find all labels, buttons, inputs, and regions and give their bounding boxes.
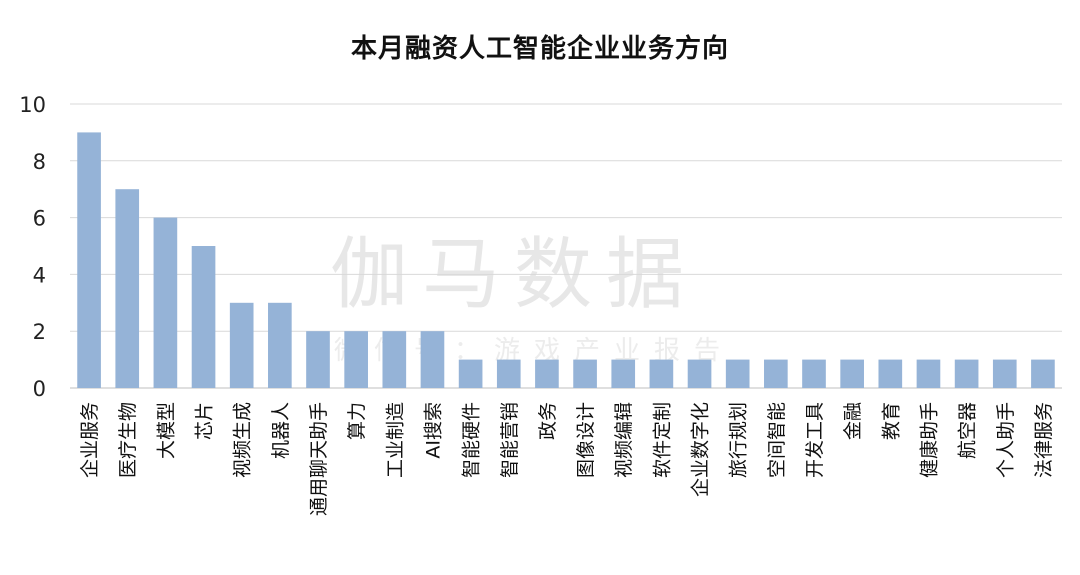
bar [1031,359,1055,388]
y-tick-label: 10 [19,93,46,117]
bar [916,359,941,388]
y-tick-label: 6 [33,207,46,231]
x-tick-label: 法律服务 [1033,402,1055,478]
bar [344,331,368,388]
bar [458,359,483,388]
x-tick-label: AI搜索 [422,402,444,459]
bar [764,359,788,388]
x-tick-label: 大模型 [155,402,177,459]
x-tick-label: 开发工具 [804,402,826,478]
x-tick-label: 健康助手 [918,402,940,478]
bar [77,132,101,388]
x-tick-label: 视频编辑 [613,402,635,478]
x-tick-label: 教育 [880,402,902,440]
bar [573,359,597,388]
x-tick-label: 空间智能 [766,402,788,478]
bar [878,359,903,388]
x-tick-label: 旅行规划 [728,402,750,478]
x-tick-label: 政务 [537,402,559,440]
x-tick-label: 医疗生物 [117,402,139,478]
bar [191,246,216,388]
bar [649,359,674,388]
bar [268,302,292,388]
bar [229,302,254,388]
watermark-main: 伽马数据 [330,230,699,320]
bar [306,331,330,388]
x-tick-label: 图像设计 [575,402,597,478]
y-tick-label: 8 [33,150,46,174]
y-tick-label: 0 [33,377,46,401]
x-tick-label: 芯片 [194,402,216,440]
bar [687,359,712,388]
x-tick-label: 通用聊天助手 [308,402,330,516]
x-tick-label: 企业数字化 [690,402,712,497]
bar [496,359,521,388]
bar [535,359,559,388]
x-tick-label: 智能硬件 [461,402,483,478]
x-tick-label: 机器人 [270,402,292,459]
x-tick-label: 金融 [842,402,864,440]
bar [992,359,1017,388]
x-tick-label: 智能营销 [499,402,521,478]
bar [382,331,407,388]
chart-title: 本月融资人工智能企业业务方向 [350,34,729,64]
x-tick-label: 航空器 [957,402,979,459]
bar [840,359,864,388]
bar [115,189,140,388]
bar [420,331,445,388]
x-tick-label: 企业服务 [79,402,101,478]
y-tick-label: 2 [33,320,46,344]
y-tick-label: 4 [33,263,46,287]
bar [802,359,826,388]
x-tick-label: 软件定制 [651,402,673,478]
bar [954,359,979,388]
x-tick-label: 算力 [346,402,368,440]
bar [611,359,636,388]
x-tick-label: 工业制造 [384,402,406,478]
bar [725,359,750,388]
x-tick-label: 视频生成 [232,402,254,478]
bar [153,217,178,388]
x-tick-label: 个人助手 [995,402,1017,478]
